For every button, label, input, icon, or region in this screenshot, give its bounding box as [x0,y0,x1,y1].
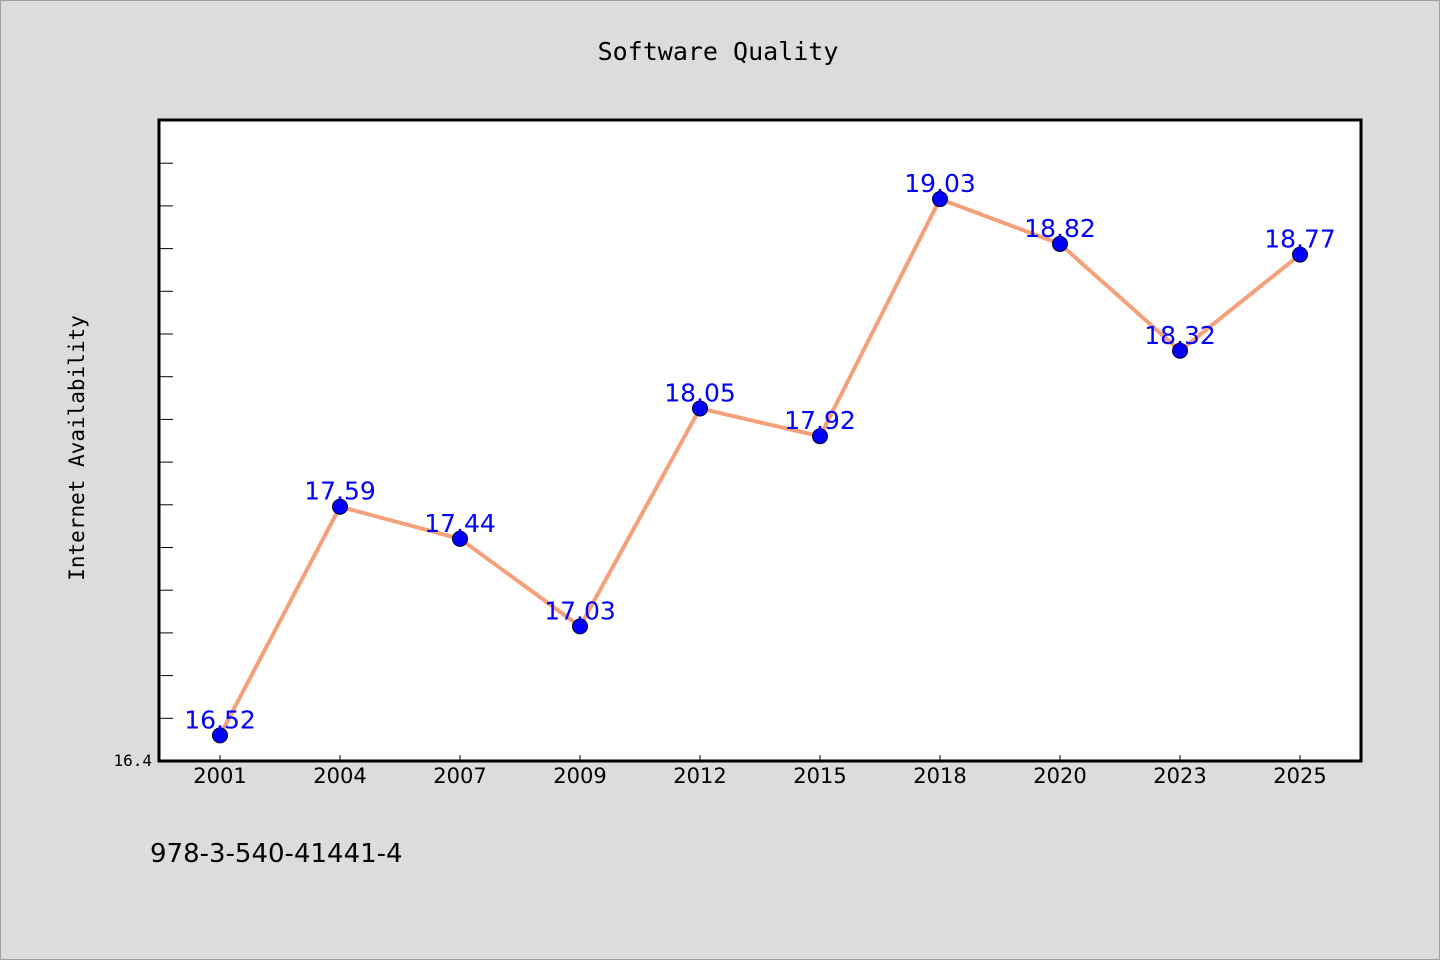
data-point [452,530,468,547]
data-label: 18.82 [1024,214,1096,243]
x-axis-tick-labels: 2001 2004 2007 2009 2012 2015 2018 2020 2023 2025 [193,764,1326,788]
data-label: 19.03 [904,169,976,198]
data-point [1292,246,1308,263]
data-point [1172,342,1188,359]
y-axis-ticks [159,162,173,762]
data-point [572,618,588,635]
data-label: 17.03 [544,596,616,625]
y-tick-label: 16.4 [113,751,152,770]
x-tick-label: 2020 [1033,764,1086,788]
chart-title: Software Quality [598,37,839,66]
x-tick-label: 2009 [553,764,606,788]
data-label: 18.77 [1264,225,1336,254]
x-tick-label: 2004 [313,764,366,788]
data-label: 18.05 [664,378,736,407]
data-labels: 16.52 17.59 17.44 17.03 18.05 17.92 19.03 18.82… [184,169,1336,734]
data-label: 17.59 [304,477,376,506]
x-tick-label: 2018 [913,764,966,788]
data-label: 17.44 [424,509,496,538]
x-tick-label: 2023 [1153,764,1206,788]
isbn-annotation: 978-3-540-41441-4 [150,839,403,869]
data-label: 18.32 [1144,321,1216,350]
x-axis-ticks [219,755,1301,761]
x-tick-label: 2025 [1273,764,1326,788]
y-axis-tick-labels: 16.4 [113,751,152,770]
y-axis-label: Internet Availability [65,315,89,581]
data-label: 16.52 [184,705,256,734]
data-label: 17.92 [784,406,856,435]
x-tick-label: 2012 [673,764,726,788]
data-point [212,727,228,744]
data-point [932,191,948,208]
data-point [332,498,348,515]
x-tick-label: 2007 [433,764,486,788]
plot-area [157,118,1363,763]
data-point [1052,235,1068,252]
series-lines [218,196,1302,737]
x-tick-label: 2015 [793,764,846,788]
data-markers [212,191,1308,744]
data-point [692,400,708,417]
data-point [812,428,828,445]
series-line [218,196,1302,737]
x-tick-label: 2001 [193,764,246,788]
